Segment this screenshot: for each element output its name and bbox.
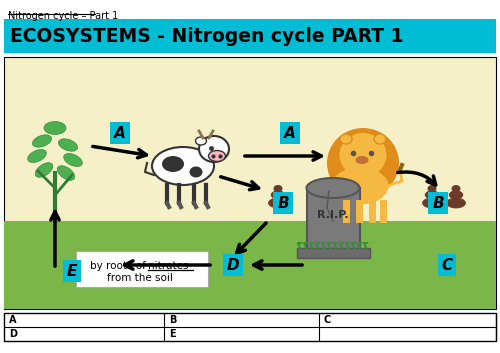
Text: ECOSYSTEMS - Nitrogen cycle PART 1: ECOSYSTEMS - Nitrogen cycle PART 1: [10, 26, 404, 46]
Text: from the soil: from the soil: [107, 273, 173, 283]
Ellipse shape: [199, 136, 229, 162]
Text: Nitrogen cycle – Part 1: Nitrogen cycle – Part 1: [8, 11, 118, 21]
Text: B: B: [432, 196, 444, 210]
Text: E: E: [169, 329, 175, 339]
Ellipse shape: [428, 185, 436, 192]
Text: R.I.P.: R.I.P.: [317, 210, 349, 220]
Ellipse shape: [449, 190, 463, 199]
Ellipse shape: [268, 198, 288, 208]
Text: nitrates: nitrates: [148, 261, 188, 271]
FancyBboxPatch shape: [76, 251, 208, 287]
Ellipse shape: [422, 198, 442, 208]
Ellipse shape: [152, 147, 214, 185]
Ellipse shape: [28, 149, 46, 162]
Text: B: B: [277, 196, 289, 210]
Bar: [297, 248, 370, 258]
Text: A: A: [9, 315, 16, 325]
Text: C: C: [442, 257, 452, 273]
Ellipse shape: [190, 167, 202, 178]
Ellipse shape: [332, 168, 388, 204]
Text: C: C: [324, 315, 331, 325]
Text: A: A: [114, 126, 126, 140]
Text: by roots of: by roots of: [90, 261, 149, 271]
Ellipse shape: [274, 185, 282, 192]
Text: A: A: [284, 126, 296, 140]
Text: D: D: [9, 329, 17, 339]
Ellipse shape: [44, 121, 66, 134]
Ellipse shape: [35, 163, 53, 177]
Ellipse shape: [446, 198, 466, 208]
Text: E: E: [67, 263, 77, 279]
Ellipse shape: [208, 150, 226, 162]
Ellipse shape: [196, 137, 206, 145]
Bar: [307, 188, 360, 251]
Ellipse shape: [452, 185, 460, 192]
Ellipse shape: [57, 166, 75, 180]
Bar: [4, 313, 496, 341]
Bar: [4, 19, 496, 53]
Ellipse shape: [340, 134, 352, 144]
Ellipse shape: [162, 156, 184, 172]
Ellipse shape: [271, 190, 285, 199]
Ellipse shape: [32, 135, 52, 147]
Ellipse shape: [356, 156, 368, 164]
Ellipse shape: [425, 190, 439, 199]
Ellipse shape: [327, 128, 399, 198]
Text: D: D: [226, 257, 239, 273]
Ellipse shape: [306, 178, 360, 198]
Ellipse shape: [340, 133, 386, 177]
Text: B: B: [169, 315, 176, 325]
Bar: [4, 57, 496, 309]
Ellipse shape: [58, 139, 78, 151]
Ellipse shape: [64, 154, 82, 167]
Bar: [4, 221, 496, 309]
Ellipse shape: [374, 134, 386, 144]
